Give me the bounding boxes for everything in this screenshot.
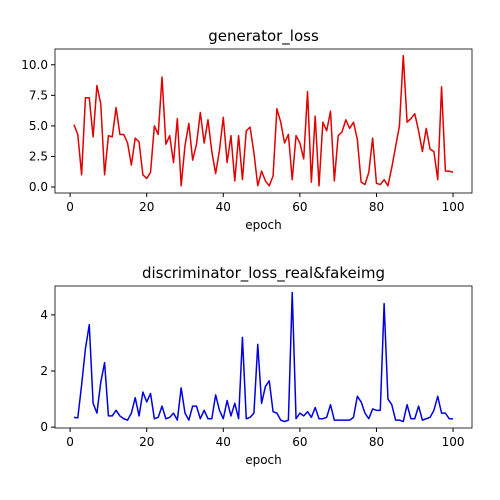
x-tick-label: 40: [216, 435, 231, 449]
y-tick-label: 2.5: [29, 149, 48, 163]
axes-frame: [54, 285, 473, 429]
x-tick-label: 100: [442, 435, 465, 449]
x-tick-label: 40: [216, 200, 231, 214]
axes-frame: [54, 48, 473, 194]
y-tick-label: 5.0: [29, 119, 48, 133]
x-axis-label: epoch: [245, 218, 282, 232]
x-tick-label: 0: [66, 200, 74, 214]
x-tick-label: 0: [66, 435, 74, 449]
x-tick-label: 80: [369, 435, 384, 449]
y-tick-label: 7.5: [29, 88, 48, 102]
y-tick-label: 0.0: [29, 180, 48, 194]
x-tick-label: 60: [292, 435, 307, 449]
x-tick-label: 60: [292, 200, 307, 214]
chart-title: discriminator_loss_real&fakeimg: [142, 264, 385, 283]
line: [73, 54, 454, 187]
x-tick-label: 20: [139, 435, 154, 449]
x-tick-label: 20: [139, 200, 154, 214]
y-tick-label: 10.0: [21, 58, 48, 72]
x-tick-label: 100: [442, 200, 465, 214]
y-tick-label: 0: [40, 420, 48, 434]
x-axis-label: epoch: [245, 453, 282, 467]
line: [73, 291, 454, 423]
chart-title: generator_loss: [208, 27, 319, 46]
x-tick-label: 80: [369, 200, 384, 214]
y-tick-label: 4: [40, 308, 48, 322]
y-tick-label: 2: [40, 364, 48, 378]
